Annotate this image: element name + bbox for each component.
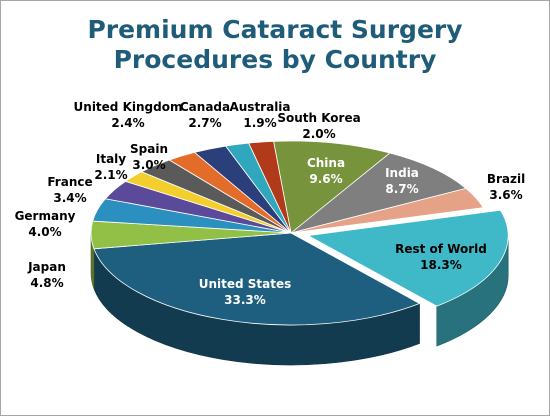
slice-label-germany: Germany bbox=[15, 209, 76, 223]
chart-title-line-1: Premium Cataract Surgery bbox=[87, 15, 463, 44]
slice-label-spain: Spain bbox=[130, 142, 168, 156]
slice-value-india: 8.7% bbox=[385, 182, 418, 196]
chart-title-line-2: Procedures by Country bbox=[113, 45, 437, 74]
slice-value-spain: 3.0% bbox=[132, 158, 165, 172]
slice-value-germany: 4.0% bbox=[28, 225, 61, 239]
pie-slice-south-korea bbox=[248, 140, 292, 234]
slice-value-canada: 2.7% bbox=[188, 116, 221, 130]
pie-labels: China 9.6% India 8.7% Brazil 3.6% Rest of Worl… bbox=[15, 100, 526, 307]
pie-slice-rest-of-world bbox=[306, 209, 509, 307]
slice-label-australia: Australia bbox=[229, 100, 290, 114]
slice-value-italy: 2.1% bbox=[94, 168, 127, 182]
slice-label-south-korea: South Korea bbox=[277, 111, 360, 125]
slice-value-rest-of-world: 18.3% bbox=[420, 258, 462, 272]
slice-value-china: 9.6% bbox=[309, 172, 342, 186]
slice-label-united-states: United States bbox=[199, 277, 292, 291]
pie-slice-brazil bbox=[290, 187, 484, 234]
slice-label-india: India bbox=[385, 166, 419, 180]
slice-value-france: 3.4% bbox=[53, 191, 86, 205]
pie-slice-china bbox=[273, 140, 391, 234]
chart-title: Premium Cataract Surgery Procedures by C… bbox=[1, 15, 549, 75]
slice-value-united-kingdom: 2.4% bbox=[111, 116, 144, 130]
slice-value-brazil: 3.6% bbox=[489, 188, 522, 202]
slice-label-united-kingdom: United Kingdom bbox=[74, 100, 183, 114]
slice-label-japan: Japan bbox=[27, 260, 66, 274]
pie-slice-india bbox=[290, 152, 467, 234]
slice-value-south-korea: 2.0% bbox=[302, 127, 335, 141]
slice-value-united-states: 33.3% bbox=[224, 293, 266, 307]
slice-label-canada: Canada bbox=[180, 100, 230, 114]
pie-slice-united-states bbox=[93, 232, 421, 326]
slice-value-australia: 1.9% bbox=[243, 116, 276, 130]
slice-value-japan: 4.8% bbox=[30, 276, 63, 290]
slice-label-italy: Italy bbox=[96, 152, 126, 166]
slice-label-france: France bbox=[47, 175, 92, 189]
slice-label-rest-of-world: Rest of World bbox=[395, 242, 487, 256]
slice-label-brazil: Brazil bbox=[487, 172, 525, 186]
pie-slices bbox=[90, 140, 509, 326]
slice-label-china: China bbox=[307, 156, 345, 170]
